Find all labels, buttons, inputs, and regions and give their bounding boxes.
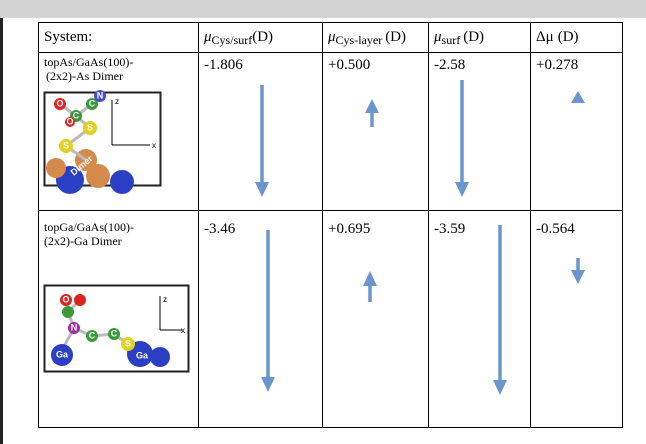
value: -0.564: [536, 221, 575, 237]
table-row: topAs/GaAs(100)- (2x2)-As Dimer -1.806 +…: [44, 55, 585, 197]
header-cell: μsurf(D): [433, 29, 484, 47]
axis-label: z: [163, 295, 167, 304]
subscript: Cys/surf: [212, 33, 253, 47]
system-name: topGa/GaAs(100)-: [44, 220, 134, 234]
atom-label: S: [63, 140, 69, 150]
subscript: Cys-layer: [336, 33, 383, 47]
value: +0.695: [328, 221, 370, 237]
dipole-arrows: [255, 80, 585, 197]
atom-label: Ga: [56, 349, 69, 359]
atom-label: C: [89, 330, 96, 340]
header-cell: μCys/surf(D): [203, 29, 273, 47]
axis-label: z: [115, 97, 119, 106]
system-name: (2x2)-As Dimer: [46, 69, 123, 83]
unit: (D): [558, 29, 579, 45]
system-name: topAs/GaAs(100)-: [44, 55, 133, 69]
value: +0.278: [536, 57, 578, 73]
symbol: Δμ: [536, 29, 554, 45]
value: -3.59: [434, 221, 465, 237]
axis-label: x: [181, 326, 185, 335]
header-cell: System:: [44, 29, 92, 45]
subscript: surf: [442, 33, 461, 47]
header-cell: Δμ(D): [536, 29, 579, 45]
table-row: topGa/GaAs(100)- (2x2)-Ga Dimer -3.46 +0…: [44, 220, 585, 395]
molecule-image: O N C C S Ga Ga z x: [45, 286, 189, 372]
header-cell: μCys-layer(D): [327, 29, 406, 47]
atom-label: S: [125, 338, 131, 348]
atom-label: O: [56, 98, 63, 108]
atom-label: N: [97, 90, 104, 100]
atom-label: C: [89, 98, 96, 108]
unit: (D): [385, 29, 406, 45]
molecule-image: O N C O C S S Dimer z x: [45, 90, 161, 194]
dipole-arrows: [261, 225, 585, 395]
value: -2.58: [434, 57, 465, 73]
unit: (D): [252, 29, 273, 45]
atom-label: O: [62, 294, 69, 304]
atom-label: N: [71, 322, 78, 332]
header-row: System: μCys/surf(D) μCys-layer(D) μsurf…: [44, 29, 579, 47]
top-bar: [0, 0, 646, 18]
unit: (D): [463, 29, 484, 45]
value: -3.46: [204, 221, 236, 237]
atom-label: Ga: [136, 350, 149, 360]
atom-label: C: [111, 328, 118, 338]
value: +0.500: [328, 57, 370, 73]
page: {"table": { "header": [ {"text": "System…: [0, 0, 646, 444]
atom-label: S: [87, 122, 93, 132]
document: System: μCys/surf(D) μCys-layer(D) μsurf…: [0, 0, 646, 444]
value: -1.806: [204, 57, 243, 73]
atom-label: C: [73, 110, 80, 120]
system-name: (2x2)-Ga Dimer: [44, 234, 122, 248]
axis-label: x: [152, 141, 156, 150]
